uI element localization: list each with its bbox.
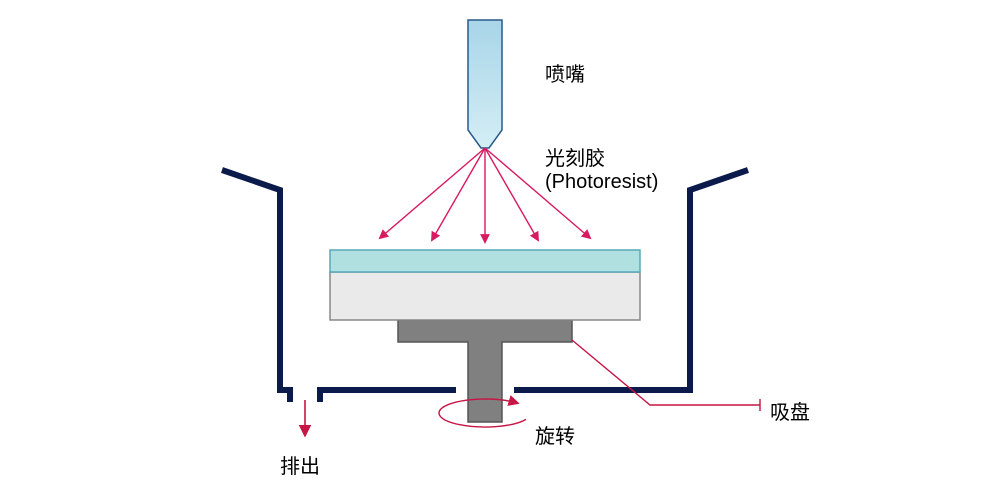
photoresist-label-cn: 光刻胶 (545, 142, 658, 171)
wafer-photoresist-layer (330, 250, 640, 272)
chamber-left-wall (222, 170, 290, 402)
spray-arrow (380, 148, 485, 238)
chuck-shape (398, 320, 572, 422)
photoresist-label: 光刻胶 (Photoresist) (545, 142, 658, 194)
drain-label: 排出 (280, 450, 320, 479)
chuck-label: 吸盘 (770, 396, 810, 425)
nozzle-label: 喷嘴 (545, 58, 585, 87)
nozzle-shape (468, 20, 502, 148)
chuck-leader-line (572, 340, 760, 405)
photoresist-label-en: (Photoresist) (545, 171, 658, 194)
spray-arrow (485, 148, 538, 240)
chamber-bottom-left (320, 390, 456, 402)
rotation-label: 旋转 (535, 420, 575, 449)
wafer-body (330, 272, 640, 320)
spray-arrow (432, 148, 485, 240)
